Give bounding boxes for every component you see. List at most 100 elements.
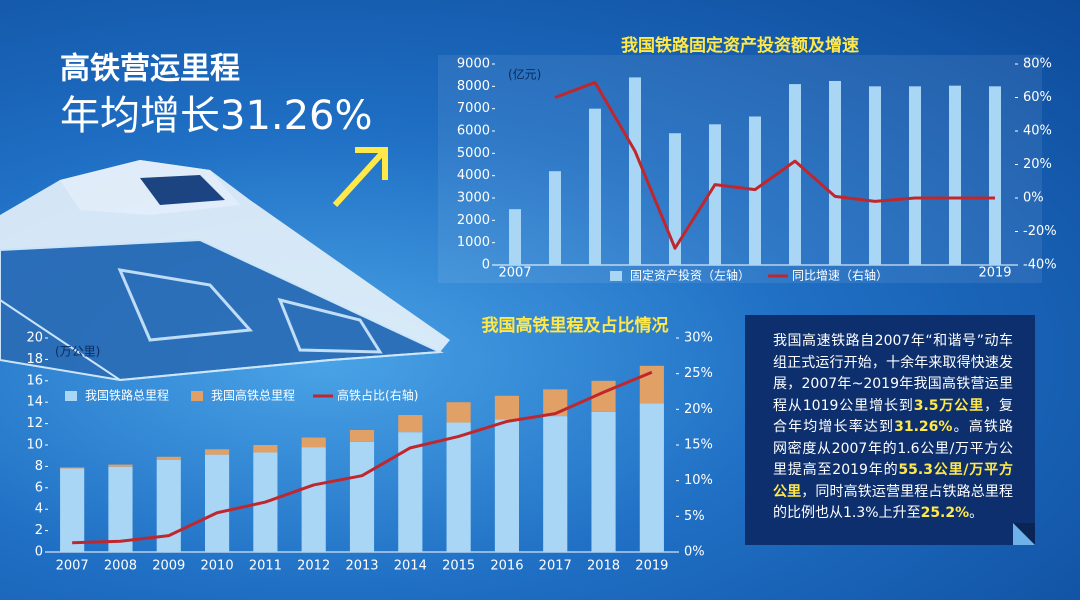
x-tick-label: 2010 xyxy=(201,559,234,574)
note-text: 。 xyxy=(969,505,984,521)
bar xyxy=(398,432,423,552)
y2-tick-label: 10% xyxy=(684,473,713,488)
y-tick-label: 12 xyxy=(26,416,43,431)
note-text: ，复合年均增长率达到 xyxy=(773,397,1013,436)
y-tick-label: 2000 xyxy=(457,213,490,228)
x-tick-label: 2012 xyxy=(297,559,330,574)
y-tick-label: 6000 xyxy=(457,124,490,139)
y2-tick-label: 40% xyxy=(1023,124,1052,139)
bar xyxy=(205,449,230,455)
bar xyxy=(398,415,423,433)
up-arrow xyxy=(332,147,388,208)
bar xyxy=(301,437,326,448)
y2-tick-label: 0% xyxy=(1023,191,1044,206)
bar xyxy=(301,447,326,552)
bar xyxy=(669,133,681,265)
y-tick-label: 20 xyxy=(26,331,43,346)
y2-tick-label: 60% xyxy=(1023,90,1052,105)
note-text: 。高铁路网密度从2007年的1.6公里/万平方公里提高至2019年的 xyxy=(773,419,1013,478)
y-tick-label: 5000 xyxy=(457,146,490,161)
y2-tick-label: 30% xyxy=(684,331,713,346)
y-tick-label: 0 xyxy=(482,258,490,273)
headline-big: 年均增长31.26% xyxy=(60,93,373,139)
x-tick-label: 2019 xyxy=(635,559,668,574)
bar xyxy=(989,86,1001,265)
x-tick-label: 2007 xyxy=(56,559,89,574)
bar xyxy=(349,441,375,552)
bar xyxy=(108,466,133,552)
x-tick-label: 2018 xyxy=(587,559,620,574)
legend-swatch xyxy=(65,391,77,401)
legend-label: 我国高铁总里程 xyxy=(211,388,295,403)
legend-label: 固定资产投资（左轴） xyxy=(630,268,750,283)
chart-title: 我国高铁里程及占比情况 xyxy=(482,315,669,336)
x-tick-label: 2008 xyxy=(104,559,137,574)
text-box: 我国高速铁路自2007年“和谐号”动车组正式运行开始，十余年来取得快速发展，20… xyxy=(745,315,1035,545)
y2-tick-label: 20% xyxy=(1023,157,1052,172)
bar xyxy=(156,456,181,460)
bar xyxy=(446,422,471,552)
bar xyxy=(446,402,471,423)
bar xyxy=(549,171,561,265)
axis-unit: (万公里) xyxy=(55,345,100,359)
bar xyxy=(709,124,721,265)
x-tick-label: 2019 xyxy=(978,266,1011,281)
x-tick-label: 2017 xyxy=(539,559,572,574)
bar xyxy=(829,80,841,266)
y-tick-label: 4 xyxy=(35,502,43,517)
y2-tick-label: -20% xyxy=(1023,224,1057,239)
bar xyxy=(494,395,519,420)
x-tick-label: 2009 xyxy=(152,559,185,574)
y-tick-label: 10 xyxy=(26,438,43,453)
y-tick-label: 8 xyxy=(35,459,43,474)
y-tick-label: 0 xyxy=(35,545,43,560)
y-tick-label: 14 xyxy=(26,395,43,410)
y-tick-label: 1000 xyxy=(457,235,490,250)
bar xyxy=(869,86,881,265)
x-tick-label: 2007 xyxy=(498,266,531,281)
y2-tick-label: 0% xyxy=(684,545,705,560)
y-tick-label: 3000 xyxy=(457,191,490,206)
train-illustration xyxy=(0,160,450,382)
bar xyxy=(205,454,230,552)
bar xyxy=(949,85,961,265)
note-text: 55.3公里/万平方公里 xyxy=(773,462,1014,500)
note-text: 我国高速铁路自2007年“和谐号”动车组正式运行开始，十余年来取得快速发展，20… xyxy=(773,333,1013,414)
bar xyxy=(639,365,664,404)
y2-tick-label: 5% xyxy=(684,509,705,524)
y-tick-label: 16 xyxy=(26,373,43,388)
legend-label: 高铁占比(右轴) xyxy=(337,388,418,403)
note-text: 3.5万公里 xyxy=(913,397,985,414)
bar xyxy=(108,464,133,467)
x-tick-label: 2011 xyxy=(249,559,282,574)
y-tick-label: 7000 xyxy=(457,101,490,116)
x-tick-label: 2014 xyxy=(394,559,427,574)
y2-tick-label: 25% xyxy=(684,366,713,381)
note-text: 25.2% xyxy=(920,505,970,521)
bar xyxy=(253,445,278,453)
y2-tick-label: 15% xyxy=(684,438,713,453)
y-tick-label: 2 xyxy=(35,523,43,538)
note-text: 31.26% xyxy=(894,419,953,435)
bar xyxy=(60,468,85,552)
bar xyxy=(509,209,521,265)
legend-swatch xyxy=(610,271,622,281)
page-fold xyxy=(1013,523,1035,545)
bar xyxy=(156,459,181,552)
y2-tick-label: 20% xyxy=(684,402,713,417)
y-tick-label: 9000 xyxy=(457,57,490,72)
legend-swatch xyxy=(191,391,204,401)
note-text: ，同时高铁运营里程占铁路总里程的比例也从1.3%上升至 xyxy=(773,483,1013,522)
bar xyxy=(494,419,519,552)
bar xyxy=(543,416,568,552)
legend-label: 我国铁路总里程 xyxy=(85,388,169,403)
x-tick-label: 2015 xyxy=(442,559,475,574)
y-tick-label: 4000 xyxy=(457,168,490,183)
bar xyxy=(909,86,921,265)
line-series xyxy=(554,80,995,250)
y2-tick-label: 80% xyxy=(1023,57,1052,72)
bar xyxy=(591,411,616,552)
y-tick-label: 8000 xyxy=(457,79,490,94)
